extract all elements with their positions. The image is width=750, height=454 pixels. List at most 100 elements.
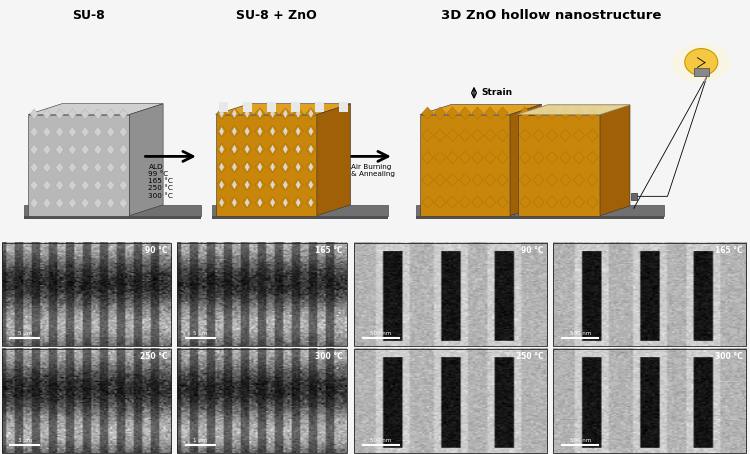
Polygon shape xyxy=(242,161,252,173)
Polygon shape xyxy=(267,179,278,191)
Polygon shape xyxy=(308,180,314,189)
Polygon shape xyxy=(43,127,51,137)
Polygon shape xyxy=(484,173,496,186)
Polygon shape xyxy=(119,144,128,155)
Polygon shape xyxy=(119,162,128,173)
Polygon shape xyxy=(434,129,445,142)
Polygon shape xyxy=(416,205,577,216)
Polygon shape xyxy=(68,180,76,191)
Text: ALD
99 °C
165 °C
250 °C
300 °C: ALD 99 °C 165 °C 250 °C 300 °C xyxy=(148,163,173,198)
Polygon shape xyxy=(119,109,128,119)
Polygon shape xyxy=(532,107,544,119)
Polygon shape xyxy=(270,109,275,118)
Polygon shape xyxy=(232,198,237,207)
Polygon shape xyxy=(56,127,64,137)
Text: 500 nm: 500 nm xyxy=(569,438,591,443)
Polygon shape xyxy=(119,198,128,208)
Text: 300 °C: 300 °C xyxy=(315,352,343,361)
Polygon shape xyxy=(81,144,89,155)
Polygon shape xyxy=(305,143,316,155)
Polygon shape xyxy=(217,179,226,191)
Polygon shape xyxy=(270,180,275,189)
Bar xyxy=(553,349,746,453)
Polygon shape xyxy=(81,180,89,191)
Polygon shape xyxy=(267,102,276,106)
Polygon shape xyxy=(30,180,38,191)
Bar xyxy=(553,243,746,346)
Bar xyxy=(354,349,547,453)
Polygon shape xyxy=(560,196,572,208)
Polygon shape xyxy=(514,216,664,219)
Polygon shape xyxy=(257,198,262,207)
Polygon shape xyxy=(560,173,572,186)
Polygon shape xyxy=(280,161,290,173)
Polygon shape xyxy=(339,104,347,108)
Polygon shape xyxy=(68,198,76,208)
Text: 300 °C: 300 °C xyxy=(715,352,742,361)
Polygon shape xyxy=(119,180,128,191)
Polygon shape xyxy=(586,196,598,208)
Polygon shape xyxy=(211,216,388,219)
Polygon shape xyxy=(484,107,496,119)
Polygon shape xyxy=(305,197,316,208)
Polygon shape xyxy=(305,179,316,191)
Polygon shape xyxy=(308,198,314,207)
Polygon shape xyxy=(447,196,458,208)
Polygon shape xyxy=(496,196,508,208)
Polygon shape xyxy=(217,197,226,208)
Polygon shape xyxy=(296,198,301,207)
Polygon shape xyxy=(532,173,544,186)
Polygon shape xyxy=(56,198,64,208)
Polygon shape xyxy=(514,205,664,216)
Polygon shape xyxy=(257,145,262,153)
Polygon shape xyxy=(447,173,458,186)
Polygon shape xyxy=(267,197,278,208)
Polygon shape xyxy=(270,163,275,171)
Polygon shape xyxy=(496,151,508,164)
Polygon shape xyxy=(472,129,483,142)
Polygon shape xyxy=(219,180,224,189)
Polygon shape xyxy=(267,104,276,108)
Polygon shape xyxy=(244,198,250,207)
Polygon shape xyxy=(244,109,250,118)
Polygon shape xyxy=(270,198,275,207)
Polygon shape xyxy=(308,109,314,118)
Bar xyxy=(694,69,709,75)
Polygon shape xyxy=(586,151,598,164)
Polygon shape xyxy=(267,108,276,112)
Polygon shape xyxy=(546,151,557,164)
Polygon shape xyxy=(280,197,290,208)
Polygon shape xyxy=(211,205,388,216)
Polygon shape xyxy=(243,102,251,106)
Polygon shape xyxy=(280,179,290,191)
Polygon shape xyxy=(496,107,508,119)
Polygon shape xyxy=(219,163,224,171)
Bar xyxy=(354,243,547,346)
Polygon shape xyxy=(129,104,164,216)
Polygon shape xyxy=(546,129,557,142)
Polygon shape xyxy=(532,129,544,142)
Polygon shape xyxy=(305,161,316,173)
Polygon shape xyxy=(243,108,251,112)
Polygon shape xyxy=(532,151,544,164)
Polygon shape xyxy=(420,104,542,114)
Polygon shape xyxy=(219,198,224,207)
Polygon shape xyxy=(416,216,577,219)
Text: Air Burning
& Annealing: Air Burning & Annealing xyxy=(351,163,395,177)
Polygon shape xyxy=(296,109,301,118)
Polygon shape xyxy=(25,216,201,219)
Polygon shape xyxy=(573,107,585,119)
Polygon shape xyxy=(106,162,115,173)
Polygon shape xyxy=(283,198,288,207)
Polygon shape xyxy=(254,126,266,137)
Polygon shape xyxy=(30,144,38,155)
Polygon shape xyxy=(56,180,64,191)
Text: SU-8 + ZnO: SU-8 + ZnO xyxy=(236,9,316,22)
Polygon shape xyxy=(573,196,585,208)
Polygon shape xyxy=(106,127,115,137)
Polygon shape xyxy=(422,107,434,119)
Polygon shape xyxy=(232,145,237,153)
Polygon shape xyxy=(244,145,250,153)
Polygon shape xyxy=(685,49,718,75)
Polygon shape xyxy=(242,108,252,119)
